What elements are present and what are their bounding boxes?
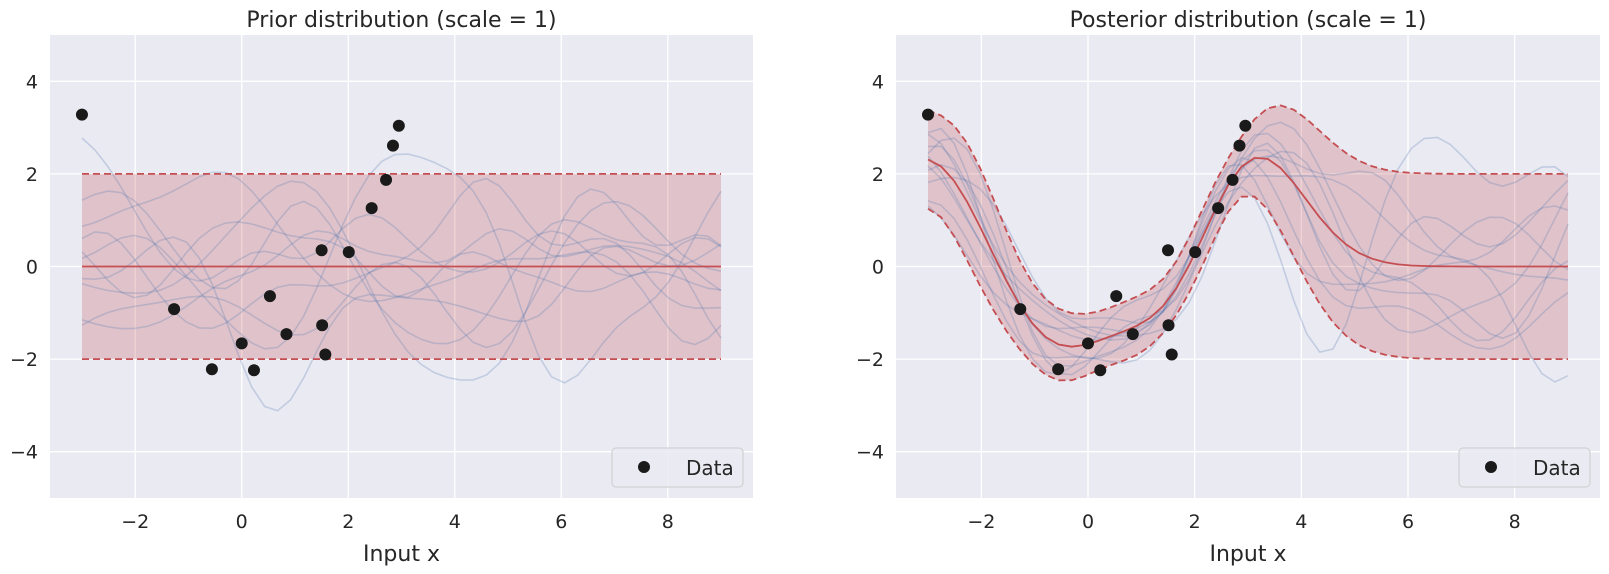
- x-tick-label: 0: [1082, 511, 1094, 533]
- sample-line: [927, 155, 1569, 333]
- sample-line: [81, 200, 722, 349]
- x-tick-label: −2: [121, 511, 149, 533]
- data-point: [205, 363, 218, 376]
- x-tick-label: 8: [1509, 511, 1521, 533]
- sample-line: [927, 150, 1569, 364]
- data-point: [316, 319, 329, 332]
- data-point: [1233, 139, 1246, 152]
- data-point: [1082, 337, 1094, 350]
- prior-plot: −2 0 2 4 6 8 −4 −2 0 2 4 Prior distribution (scale …: [10, 8, 753, 567]
- sample-line: [81, 137, 722, 282]
- data-point: [319, 348, 332, 361]
- y-tick-label: 4: [26, 71, 38, 93]
- sample-line: [927, 133, 1569, 340]
- sample-line: [81, 190, 722, 345]
- sample-line: [81, 236, 722, 412]
- y-tick-label: −4: [10, 442, 38, 464]
- legend: Data: [611, 447, 744, 488]
- sample-line: [927, 127, 1569, 376]
- data-point: [247, 364, 260, 377]
- data-point: [1212, 202, 1225, 215]
- data-point: [1094, 364, 1107, 377]
- confidence-band: [928, 105, 1568, 381]
- data-point: [1126, 328, 1139, 341]
- data-point: [386, 139, 399, 152]
- legend-box: [611, 447, 744, 488]
- data-point: [380, 173, 393, 186]
- x-tick-label: 6: [1402, 511, 1414, 533]
- plot-content: [75, 108, 722, 412]
- data-point: [168, 303, 181, 316]
- legend-box: [1458, 447, 1591, 488]
- x-tick-label: 6: [555, 511, 567, 533]
- plot-content: [922, 104, 1569, 383]
- sample-line: [81, 180, 722, 381]
- legend-label: Data: [1533, 456, 1581, 480]
- sample-line: [927, 121, 1569, 341]
- sample-line: [81, 227, 722, 330]
- x-tick-label: 4: [1295, 511, 1307, 533]
- posterior-plot: −2 0 2 4 6 8 −4 −2 0 2 4 Posterior distribution (sc…: [856, 8, 1600, 567]
- sample-line: [81, 221, 722, 299]
- data-point: [315, 244, 328, 257]
- y-tick-label: 4: [872, 71, 884, 93]
- legend-marker-icon: [1485, 461, 1497, 473]
- data-point: [75, 108, 88, 121]
- data-point: [1226, 173, 1239, 186]
- y-tick-label: −2: [10, 349, 38, 371]
- sample-line: [927, 149, 1569, 341]
- x-tick-label: 2: [342, 511, 354, 533]
- sample-line: [81, 177, 722, 330]
- lower-bound-line: [927, 195, 1568, 382]
- data-point: [1162, 244, 1174, 257]
- data-point: [1110, 290, 1123, 303]
- x-tick-label: 2: [1189, 511, 1201, 533]
- data-point: [1162, 319, 1175, 332]
- x-tick-label: −2: [967, 511, 995, 533]
- sample-line: [927, 163, 1569, 325]
- chart-title: Prior distribution (scale = 1): [246, 8, 556, 33]
- y-tick-label: 0: [26, 257, 38, 279]
- data-point: [280, 328, 293, 341]
- data-point: [1165, 348, 1178, 361]
- sample-line: [81, 153, 722, 384]
- y-tick-label: 2: [872, 164, 884, 186]
- data-point: [1014, 303, 1027, 316]
- x-axis-label: Input x: [363, 542, 440, 567]
- data-point: [263, 290, 276, 303]
- data-point: [1189, 246, 1202, 259]
- y-tick-label: −4: [856, 442, 884, 464]
- data-point: [392, 119, 405, 132]
- mean-line: [927, 156, 1568, 348]
- sample-line: [81, 171, 722, 346]
- data-point: [235, 337, 248, 350]
- data-point: [365, 202, 378, 215]
- x-axis-label: Input x: [1210, 542, 1287, 567]
- data-point: [342, 246, 355, 259]
- legend-label: Data: [686, 456, 734, 480]
- x-tick-label: 8: [662, 511, 674, 533]
- legend-marker-icon: [638, 461, 650, 473]
- data-point: [922, 108, 934, 121]
- x-tick-label: 0: [236, 511, 248, 533]
- y-tick-label: 0: [872, 257, 884, 279]
- sample-line: [927, 137, 1569, 367]
- legend: Data: [1458, 447, 1591, 488]
- data-point: [1052, 363, 1065, 376]
- chart-title: Posterior distribution (scale = 1): [1070, 8, 1427, 33]
- y-tick-label: 2: [26, 164, 38, 186]
- data-point: [1239, 119, 1252, 132]
- x-tick-label: 4: [449, 511, 461, 533]
- y-tick-label: −2: [856, 349, 884, 371]
- sample-line: [927, 132, 1569, 376]
